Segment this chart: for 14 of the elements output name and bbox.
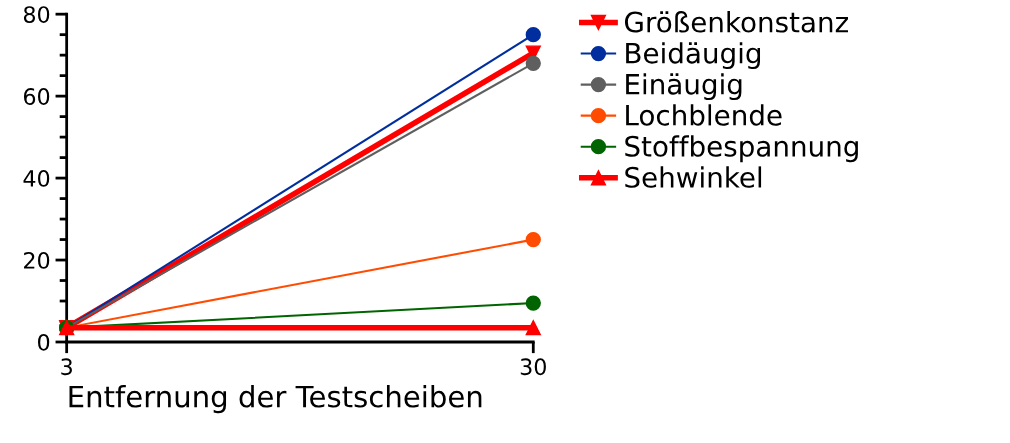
y-tick-label: 80 — [23, 6, 50, 23]
y-tick-label: 40 — [23, 170, 50, 187]
legend-label: Stoffbespannung — [625, 135, 858, 163]
legend-label: Sehwinkel — [625, 166, 762, 188]
x-tick-label: 30 — [520, 358, 546, 376]
legend-label: Einäugig — [626, 73, 742, 101]
legend-label: Lochblende — [626, 104, 782, 126]
x-axis-title: Entfernung der Testscheiben — [69, 385, 482, 414]
x-tick-label: 3 — [61, 358, 72, 376]
y-tick-label: 60 — [23, 88, 50, 105]
y-tick-label: 20 — [24, 251, 50, 269]
legend-label: Größenkonstanz — [624, 11, 848, 33]
legend-label: Beidäugig — [626, 42, 761, 70]
y-tick-label: 0 — [38, 333, 50, 351]
